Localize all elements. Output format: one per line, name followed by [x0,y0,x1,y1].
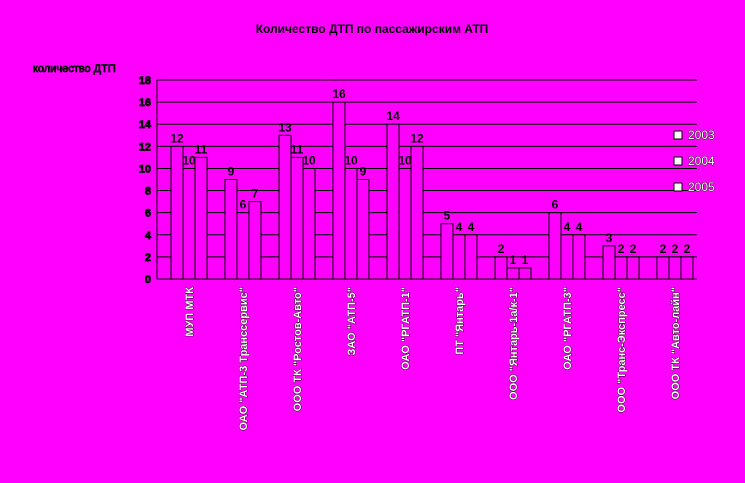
data-label: 2 [684,242,691,256]
bar-2003-6 [494,256,508,280]
data-label: 2 [498,242,505,256]
bar-2005-7 [572,234,586,280]
y-tick-label: 2 [145,252,151,264]
data-label: 2 [630,242,637,256]
y-tick-label: 14 [139,119,152,131]
category-label: ООО "Янтарь-1а/к-1" [508,287,520,400]
legend-label: 2004 [688,154,715,168]
data-label: 5 [444,209,451,223]
bar-2005-9 [680,256,694,280]
category-label: ПТ "Янтарь" [454,287,466,355]
y-tick-label: 8 [145,186,151,198]
bar-2004-4 [398,167,412,280]
bar-2005-6 [518,267,532,280]
bar-2005-8 [626,256,640,280]
category-label: МУП МТК [184,287,196,337]
bar-2005-4 [410,145,424,280]
y-axis-label: количество ДТП [33,63,116,75]
data-label: 6 [240,198,247,212]
bar-2004-0 [182,167,196,280]
bar-2003-3 [332,101,346,280]
bar-2004-9 [668,256,682,280]
data-label: 10 [182,153,196,167]
category-label: ОАО "РГАТП-3" [562,287,574,370]
bar-2003-0 [170,145,184,280]
legend-swatch [673,130,683,140]
data-label: 11 [291,142,304,156]
data-label: 6 [552,198,559,212]
bar-2005-3 [356,179,370,280]
y-tick-label: 12 [139,141,151,153]
legend-label: 2005 [688,180,715,194]
bar-2005-0 [194,156,208,280]
y-tick-labels: 0 2 4 6 8 10 12 14 16 18 [138,75,152,287]
data-label: 1 [510,253,517,267]
data-label: 2 [660,242,667,256]
chart-title: Количество ДТП по пассажирским АТП [256,22,489,36]
data-label: 14 [386,109,400,123]
data-label: 4 [564,220,571,234]
category-labels: МУП МТК ОАО "АТП-3 Транссервис" ООО ТК "Ро… [184,286,683,431]
data-label: 7 [252,187,259,201]
bar-2004-5 [452,234,466,280]
bar-2003-7 [548,212,562,280]
legend: 2003 2004 2005 [673,128,715,194]
data-label: 4 [576,220,583,234]
data-label: 10 [398,153,412,167]
bar-2004-1 [236,212,250,280]
y-tick-label: 10 [139,163,151,175]
data-label: 10 [344,153,358,167]
data-label: 4 [468,220,475,234]
data-label: 12 [410,131,424,145]
data-label: 12 [170,131,184,145]
y-tick-label: 4 [145,230,152,242]
bars-group [170,101,694,280]
bar-2004-8 [614,256,628,280]
bar-2004-3 [344,167,358,280]
category-label: ООО ТК "Ростов-Авто" [292,287,304,411]
category-label: ОАО "АТП-3 Транссервис" [238,287,250,430]
data-label: 9 [228,165,235,179]
bar-2005-1 [248,201,262,280]
bar-2004-7 [560,234,574,280]
bar-2003-9 [656,256,670,280]
category-label: ООО ТК "Авто-лайн" [670,287,682,399]
bar-2003-4 [386,123,400,280]
category-label: ОАО "РГАТП-1" [400,287,412,370]
data-label: 1 [522,253,529,267]
data-label: 16 [332,87,346,101]
data-label: 2 [618,242,625,256]
legend-swatch [673,182,683,192]
bar-2005-2 [302,167,316,280]
data-label: 3 [606,231,613,245]
data-label: 10 [302,153,316,167]
legend-label: 2003 [688,128,715,142]
data-label: 9 [360,165,367,179]
data-label: 13 [278,120,292,134]
bar-2004-2 [290,156,304,280]
bar-2003-2 [278,134,292,280]
y-tick-label: 0 [145,274,151,286]
y-tick-label: 18 [139,75,151,87]
category-label: ООО "Транс-Экспресс" [616,287,628,413]
y-tick-label: 16 [139,97,151,109]
category-label: ЗАО "АТП-5" [346,287,358,356]
data-label: 2 [672,242,679,256]
bar-2003-1 [224,179,238,280]
bar-2005-5 [464,234,478,280]
data-label: 11 [195,142,208,156]
legend-swatch [673,156,683,166]
data-label: 4 [456,220,463,234]
bar-2003-5 [440,223,454,280]
bar-2004-6 [506,267,520,280]
y-tick-label: 6 [145,208,151,220]
bar-2003-8 [602,245,616,280]
